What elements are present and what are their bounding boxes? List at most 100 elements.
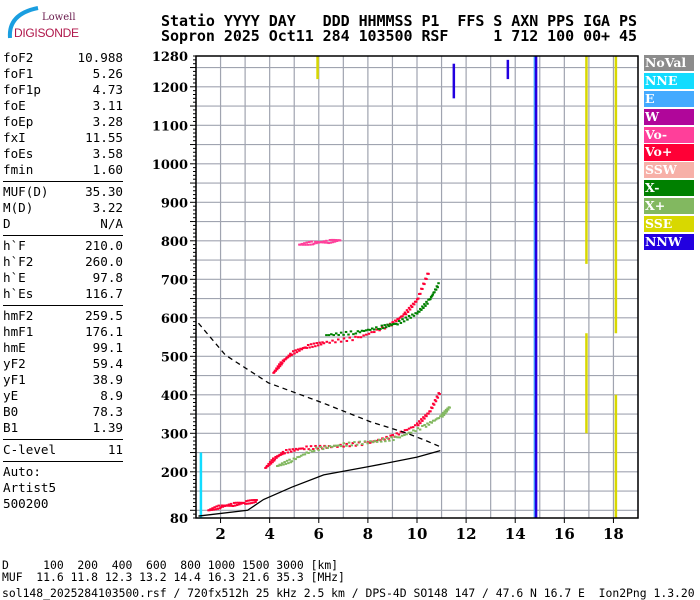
echo-point xyxy=(378,329,381,332)
echo-point xyxy=(409,316,412,319)
echo-point xyxy=(367,332,371,335)
echo-point xyxy=(397,317,401,320)
echo-point xyxy=(394,322,398,325)
echo-point xyxy=(429,296,433,299)
echo-point xyxy=(350,444,354,447)
echo-point xyxy=(386,323,389,326)
echo-point xyxy=(253,499,256,502)
autoscale-info: 500200 xyxy=(3,496,49,511)
echo-point xyxy=(305,241,308,244)
echo-point xyxy=(317,449,320,452)
echo-point xyxy=(334,332,338,335)
param-value: 78.3 xyxy=(92,404,123,419)
echo-point xyxy=(210,508,213,511)
echo-point xyxy=(354,335,357,338)
digisonde-logo: Lowell DIGISONDE xyxy=(2,4,82,44)
echo-point xyxy=(295,351,299,354)
echo-point xyxy=(221,505,225,508)
param-value: 11.55 xyxy=(85,130,123,145)
echo-point xyxy=(345,339,349,342)
echo-point xyxy=(447,408,450,411)
echo-point xyxy=(281,450,285,453)
param-row: foEs 3.58 xyxy=(3,146,123,162)
header-values: Sopron 2025 Oct11 284 103500 RSF 1 712 1… xyxy=(161,27,637,45)
echo-point xyxy=(431,407,434,410)
echo-point xyxy=(255,498,258,501)
echo-point xyxy=(431,402,435,405)
autoscale-info: Auto: xyxy=(3,464,41,479)
file-info-line: sol148_2025284103500.rsf / 720fx512h 25 … xyxy=(2,586,695,600)
echo-point xyxy=(266,465,270,468)
echo-point xyxy=(348,336,351,339)
param-value: 35.30 xyxy=(85,184,123,199)
echo-point xyxy=(321,341,324,344)
legend-item-w: W xyxy=(644,108,694,125)
echo-point xyxy=(423,303,426,306)
echo-point xyxy=(271,461,274,464)
echo-point xyxy=(407,427,411,430)
echo-point xyxy=(336,445,339,448)
echo-point xyxy=(309,243,312,246)
echo-point xyxy=(382,327,385,330)
echo-point xyxy=(370,327,374,330)
param-name: h`F2 xyxy=(3,254,34,269)
echo-point xyxy=(402,313,405,316)
echo-point xyxy=(324,445,327,448)
echo-point xyxy=(439,415,442,418)
param-row: foF1 5.26 xyxy=(3,66,123,82)
param-row: foF1p 4.73 xyxy=(3,82,123,98)
echo-point xyxy=(280,362,284,365)
scaled-parameters: foF2 10.988 foF1 5.26 foF1p 4.73 foE 3.11 foEp 3.… xyxy=(3,50,123,512)
echo-point xyxy=(232,501,236,504)
echo-point xyxy=(301,453,305,456)
echo-point xyxy=(282,360,286,363)
echo-point xyxy=(364,329,368,332)
echo-point xyxy=(273,458,277,461)
echo-point xyxy=(413,424,417,427)
legend-item-xminus: X- xyxy=(644,180,694,197)
echo-point xyxy=(212,508,215,511)
echo-point xyxy=(418,310,421,313)
param-row: B1 1.39 xyxy=(3,420,123,436)
echo-point xyxy=(366,442,369,445)
param-name: h`F xyxy=(3,238,26,253)
echo-point xyxy=(427,412,430,415)
echo-point xyxy=(435,395,439,398)
echo-point xyxy=(227,503,231,506)
echo-point xyxy=(354,332,358,335)
echo-point xyxy=(436,417,439,420)
echo-point xyxy=(330,445,334,448)
echo-point xyxy=(215,505,218,508)
y-tick-label: 200 xyxy=(161,466,188,481)
echo-point xyxy=(416,312,419,315)
echo-point xyxy=(314,444,317,447)
echo-point xyxy=(437,417,441,420)
echo-point xyxy=(437,282,440,285)
echo-point xyxy=(330,238,334,241)
echo-point xyxy=(427,423,431,426)
echo-point xyxy=(272,459,276,462)
echo-point xyxy=(383,324,386,327)
echo-point xyxy=(314,345,317,348)
echo-point xyxy=(294,349,297,352)
echo-point xyxy=(409,304,413,307)
echo-point xyxy=(331,339,334,342)
echo-point xyxy=(312,449,316,452)
echo-point xyxy=(366,328,370,331)
echo-point xyxy=(314,240,317,243)
echo-point xyxy=(278,365,282,368)
echo-point xyxy=(312,242,316,245)
echo-point xyxy=(319,343,323,346)
echo-point xyxy=(382,437,385,440)
echo-point xyxy=(365,333,368,336)
echo-point xyxy=(355,443,359,446)
echo-point xyxy=(296,448,299,451)
echo-point xyxy=(436,286,439,289)
echo-point xyxy=(237,503,241,506)
param-row: B0 78.3 xyxy=(3,404,123,420)
echo-point xyxy=(357,336,360,339)
echo-point xyxy=(268,463,271,466)
echo-point xyxy=(280,453,284,456)
echo-point xyxy=(407,314,411,317)
echo-point xyxy=(290,460,294,463)
